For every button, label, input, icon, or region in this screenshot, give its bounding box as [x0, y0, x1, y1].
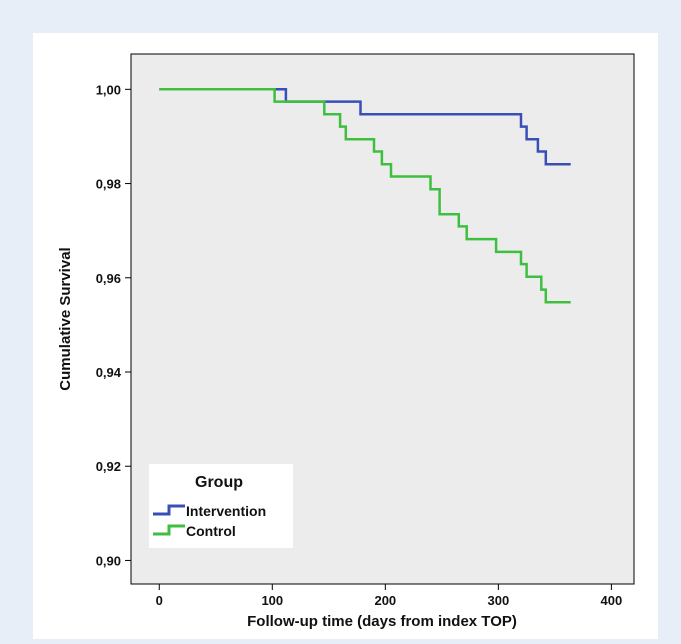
x-tick-label: 100	[261, 593, 283, 608]
x-tick-label: 400	[601, 593, 623, 608]
y-tick-label: 0,96	[96, 271, 121, 286]
x-tick-label: 200	[374, 593, 396, 608]
figure-frame: 0 100 200 300 400 0,90 0,92 0,94 0,96 0,98 1,00 Fo…	[33, 33, 658, 639]
legend-swatch-control	[153, 524, 185, 536]
legend: Group Intervention Control	[149, 464, 293, 548]
legend-label-control: Control	[186, 523, 236, 539]
y-tick-label: 0,92	[96, 459, 121, 474]
legend-label-intervention: Intervention	[186, 503, 266, 519]
x-tick-label: 0	[156, 593, 163, 608]
y-tick-label: 1,00	[96, 82, 121, 97]
series-layer	[159, 88, 571, 304]
y-tick-label: 0,94	[96, 365, 122, 380]
survival-chart: 0 100 200 300 400 0,90 0,92 0,94 0,96 0,98 1,00 Fo…	[57, 53, 635, 630]
x-tick-label: 300	[488, 593, 510, 608]
y-tick-label: 0,90	[96, 553, 121, 568]
x-axis-title: Follow-up time (days from index TOP)	[247, 613, 517, 630]
legend-title: Group	[195, 474, 243, 491]
y-axis-title: Cumulative Survival	[57, 247, 74, 390]
legend-swatch-intervention	[153, 504, 185, 516]
tick-layer: 0 100 200 300 400 0,90 0,92 0,94 0,96 0,98 1,00	[96, 82, 623, 608]
y-tick-label: 0,98	[96, 177, 121, 192]
series-line-control	[159, 88, 571, 304]
